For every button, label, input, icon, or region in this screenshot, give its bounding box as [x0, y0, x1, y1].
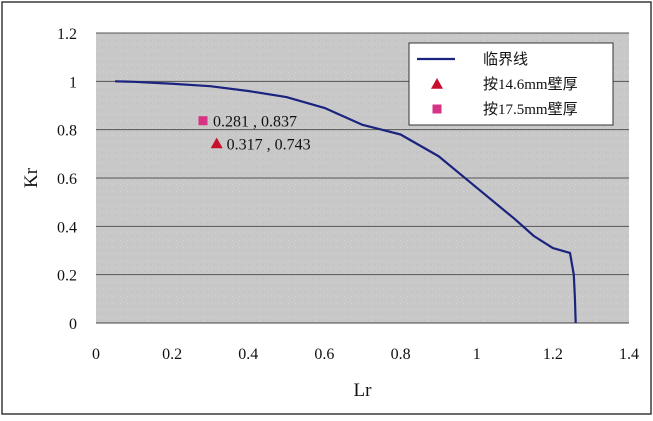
- x-tick-label: 0.2: [162, 346, 182, 363]
- y-tick-label: 0.4: [57, 219, 77, 236]
- y-tick-label: 1.2: [57, 26, 77, 43]
- y-axis-title: Kr: [21, 167, 42, 188]
- x-tick-label: 0.8: [391, 346, 411, 363]
- data-labels: 0.317 , 0.743 0.281 , 0.837: [213, 114, 311, 154]
- x-tick-label: 0.4: [238, 346, 258, 363]
- data-point-square: [198, 116, 208, 126]
- data-label: 0.281 , 0.837: [213, 114, 297, 131]
- legend-label: 按14.6mm壁厚: [483, 76, 578, 93]
- x-tick-label: 0: [92, 346, 100, 363]
- grid-lines: [96, 32, 629, 324]
- x-tick-label: 1: [473, 346, 481, 363]
- data-point-triangle: [210, 137, 223, 149]
- data-label: 0.317 , 0.743: [227, 136, 311, 153]
- legend-swatch-square: [432, 104, 442, 114]
- y-tick-label: 0.2: [57, 268, 77, 285]
- series-layer: [115, 80, 577, 324]
- x-tick-label: 1.2: [543, 346, 563, 363]
- y-tick-label: 1: [69, 74, 77, 91]
- y-tick-label: 0.6: [57, 171, 77, 188]
- tick-labels: 0 0.2 0.4 0.6 0.8 1 1.2 1.4 0 0.2 0.4 0.6 0.8 1 1.2: [57, 26, 639, 363]
- x-tick-label: 0.6: [314, 346, 334, 363]
- legend-swatch-triangle: [431, 78, 443, 89]
- legend-label: 临界线: [483, 51, 528, 68]
- x-tick-label: 1.4: [619, 346, 639, 363]
- x-axis-title: Lr: [354, 380, 373, 401]
- series-line-critical: [115, 80, 577, 324]
- y-tick-label: 0.8: [57, 123, 77, 140]
- legend-label: 按17.5mm壁厚: [483, 101, 578, 118]
- legend-box: [408, 42, 614, 126]
- y-tick-label: 0: [69, 316, 77, 333]
